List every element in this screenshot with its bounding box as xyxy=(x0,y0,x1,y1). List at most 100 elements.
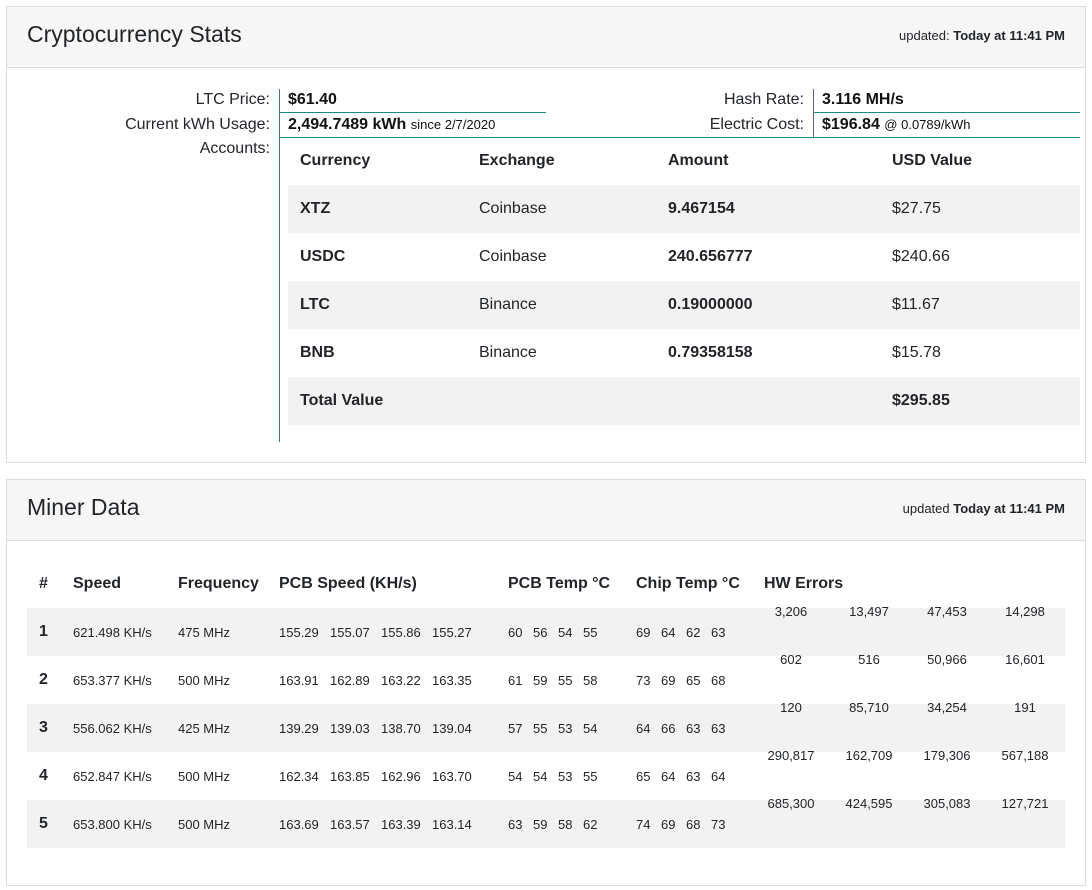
errors-value: 127,721 xyxy=(1001,796,1049,811)
col-currency: Currency xyxy=(300,152,371,169)
hash-rate-value: 3.116 MH/s xyxy=(822,91,904,108)
kwh-usage-value: 2,494.7489 kWh since 2/7/2020 xyxy=(288,116,495,134)
chip-temp-value: 63 xyxy=(711,720,726,736)
stats-divider-left xyxy=(279,89,280,442)
miner-hw-errors: 3,206 13,497 47,453 14,298 xyxy=(752,604,1065,656)
miner-pcb-temps: 54 54 53 55 xyxy=(496,752,624,800)
electric-cost-value: $196.84 @ 0.0789/kWh xyxy=(822,116,970,134)
errors-value: 516 xyxy=(858,652,880,667)
updated-label: updated: xyxy=(899,28,950,43)
pcb-value: 162.96 xyxy=(381,768,421,784)
pcb-value: 163.57 xyxy=(330,816,370,832)
errors-value: 120 xyxy=(780,700,802,715)
account-row: BNB Binance 0.79358158 $15.78 xyxy=(288,329,1080,377)
electric-rate: @ 0.0789/kWh xyxy=(884,117,971,132)
errors-value: 424,595 xyxy=(845,796,893,811)
pcb-temp-value: 57 xyxy=(508,720,523,736)
miner-chip-temps: 64 66 63 63 xyxy=(624,704,752,752)
col-exchange: Exchange xyxy=(479,152,555,169)
errors-value: 179,306 xyxy=(923,748,971,763)
miner-speed: 653.800 KH/s xyxy=(73,816,152,832)
account-usd: $11.67 xyxy=(892,296,940,313)
miner-pcb-temps: 60 56 54 55 xyxy=(496,608,624,656)
col-frequency: Frequency xyxy=(178,575,259,592)
pcb-temp-value: 58 xyxy=(583,672,598,688)
errors-value: 47,453 xyxy=(927,604,967,619)
pcb-value: 163.69 xyxy=(279,816,319,832)
account-exchange: Binance xyxy=(479,296,537,313)
account-amount: 0.19000000 xyxy=(668,296,753,313)
chip-temp-value: 64 xyxy=(661,768,676,784)
stats-row-divider-2 xyxy=(813,112,1080,113)
stats-divider-right xyxy=(813,89,814,138)
miner-header-row: # Speed Frequency PCB Speed (KH/s) PCB T… xyxy=(27,560,1065,608)
col-pcb-speed: PCB Speed (KH/s) xyxy=(279,575,417,592)
stats-row-divider-3 xyxy=(279,137,1080,138)
pcb-temp-value: 54 xyxy=(508,768,523,784)
ltc-price-label: LTC Price: xyxy=(195,91,270,108)
account-currency: LTC xyxy=(300,296,330,313)
crypto-stats-header: Cryptocurrency Stats updated: Today at 1… xyxy=(7,7,1085,68)
miner-row: 3 556.062 KH/s 425 MHz 139.29 139.03 138.70 13… xyxy=(27,700,1065,752)
updated-time: Today at 11:41 PM xyxy=(953,501,1065,516)
miner-frequency: 425 MHz xyxy=(178,720,231,736)
account-usd: $240.66 xyxy=(892,248,950,265)
miner-index: 5 xyxy=(39,815,48,832)
accounts-label: Accounts: xyxy=(199,140,270,157)
pcb-temp-value: 60 xyxy=(508,624,523,640)
errors-value: 567,188 xyxy=(1001,748,1049,763)
chip-temp-value: 63 xyxy=(686,720,701,736)
errors-value: 13,497 xyxy=(849,604,889,619)
chip-temp-value: 64 xyxy=(636,720,651,736)
errors-value: 50,966 xyxy=(927,652,967,667)
pcb-temp-value: 54 xyxy=(583,720,598,736)
account-currency: USDC xyxy=(300,248,346,265)
pcb-value: 163.22 xyxy=(381,672,421,688)
pcb-value: 139.29 xyxy=(279,720,319,736)
errors-value: 290,817 xyxy=(767,748,815,763)
errors-value: 85,710 xyxy=(849,700,889,715)
col-chip-temp: Chip Temp °C xyxy=(636,575,740,592)
pcb-temp-value: 54 xyxy=(533,768,548,784)
miner-chip-temps: 73 69 65 68 xyxy=(624,656,752,704)
pcb-value: 163.70 xyxy=(432,768,472,784)
pcb-value: 155.27 xyxy=(432,624,472,640)
miner-pcb-speeds: 163.91 162.89 163.22 163.35 xyxy=(267,656,496,704)
chip-temp-value: 63 xyxy=(711,624,726,640)
pcb-temp-value: 55 xyxy=(533,720,548,736)
pcb-temp-value: 53 xyxy=(558,768,573,784)
miner-chip-temps: 74 69 68 73 xyxy=(624,800,752,848)
miner-data-header: Miner Data updated Today at 11:41 PM xyxy=(7,480,1085,541)
accounts-table: Currency Exchange Amount USD Value XTZ C… xyxy=(288,137,1080,425)
miner-frequency: 500 MHz xyxy=(178,672,231,688)
pcb-value: 139.04 xyxy=(432,720,472,736)
pcb-temp-value: 59 xyxy=(533,816,548,832)
pcb-value: 163.14 xyxy=(432,816,472,832)
miner-frequency: 475 MHz xyxy=(178,624,231,640)
chip-temp-value: 73 xyxy=(636,672,651,688)
miner-index: 3 xyxy=(39,719,48,736)
miner-hw-errors: 290,817 162,709 179,306 567,188 xyxy=(752,748,1065,800)
miner-chip-temps: 69 64 62 63 xyxy=(624,608,752,656)
account-amount: 9.467154 xyxy=(668,200,735,217)
miner-index: 1 xyxy=(39,623,48,640)
miner-pcb-temps: 57 55 53 54 xyxy=(496,704,624,752)
account-row: LTC Binance 0.19000000 $11.67 xyxy=(288,281,1080,329)
pcb-temp-value: 59 xyxy=(533,672,548,688)
pcb-temp-value: 61 xyxy=(508,672,523,688)
ltc-price-value: $61.40 xyxy=(288,91,337,108)
pcb-temp-value: 53 xyxy=(558,720,573,736)
pcb-temp-value: 55 xyxy=(558,672,573,688)
pcb-temp-value: 54 xyxy=(558,624,573,640)
account-currency: BNB xyxy=(300,344,335,361)
pcb-value: 162.89 xyxy=(330,672,370,688)
account-amount: 0.79358158 xyxy=(668,344,753,361)
pcb-temp-value: 56 xyxy=(533,624,548,640)
account-row: USDC Coinbase 240.656777 $240.66 xyxy=(288,233,1080,281)
pcb-value: 163.91 xyxy=(279,672,319,688)
kwh-usage-label: Current kWh Usage: xyxy=(125,116,270,133)
miner-hw-errors: 120 85,710 34,254 191 xyxy=(752,700,1065,752)
miner-pcb-temps: 61 59 55 58 xyxy=(496,656,624,704)
accounts-header-row: Currency Exchange Amount USD Value xyxy=(288,137,1080,185)
miner-row: 5 653.800 KH/s 500 MHz 163.69 163.57 163.39 16… xyxy=(27,796,1065,848)
